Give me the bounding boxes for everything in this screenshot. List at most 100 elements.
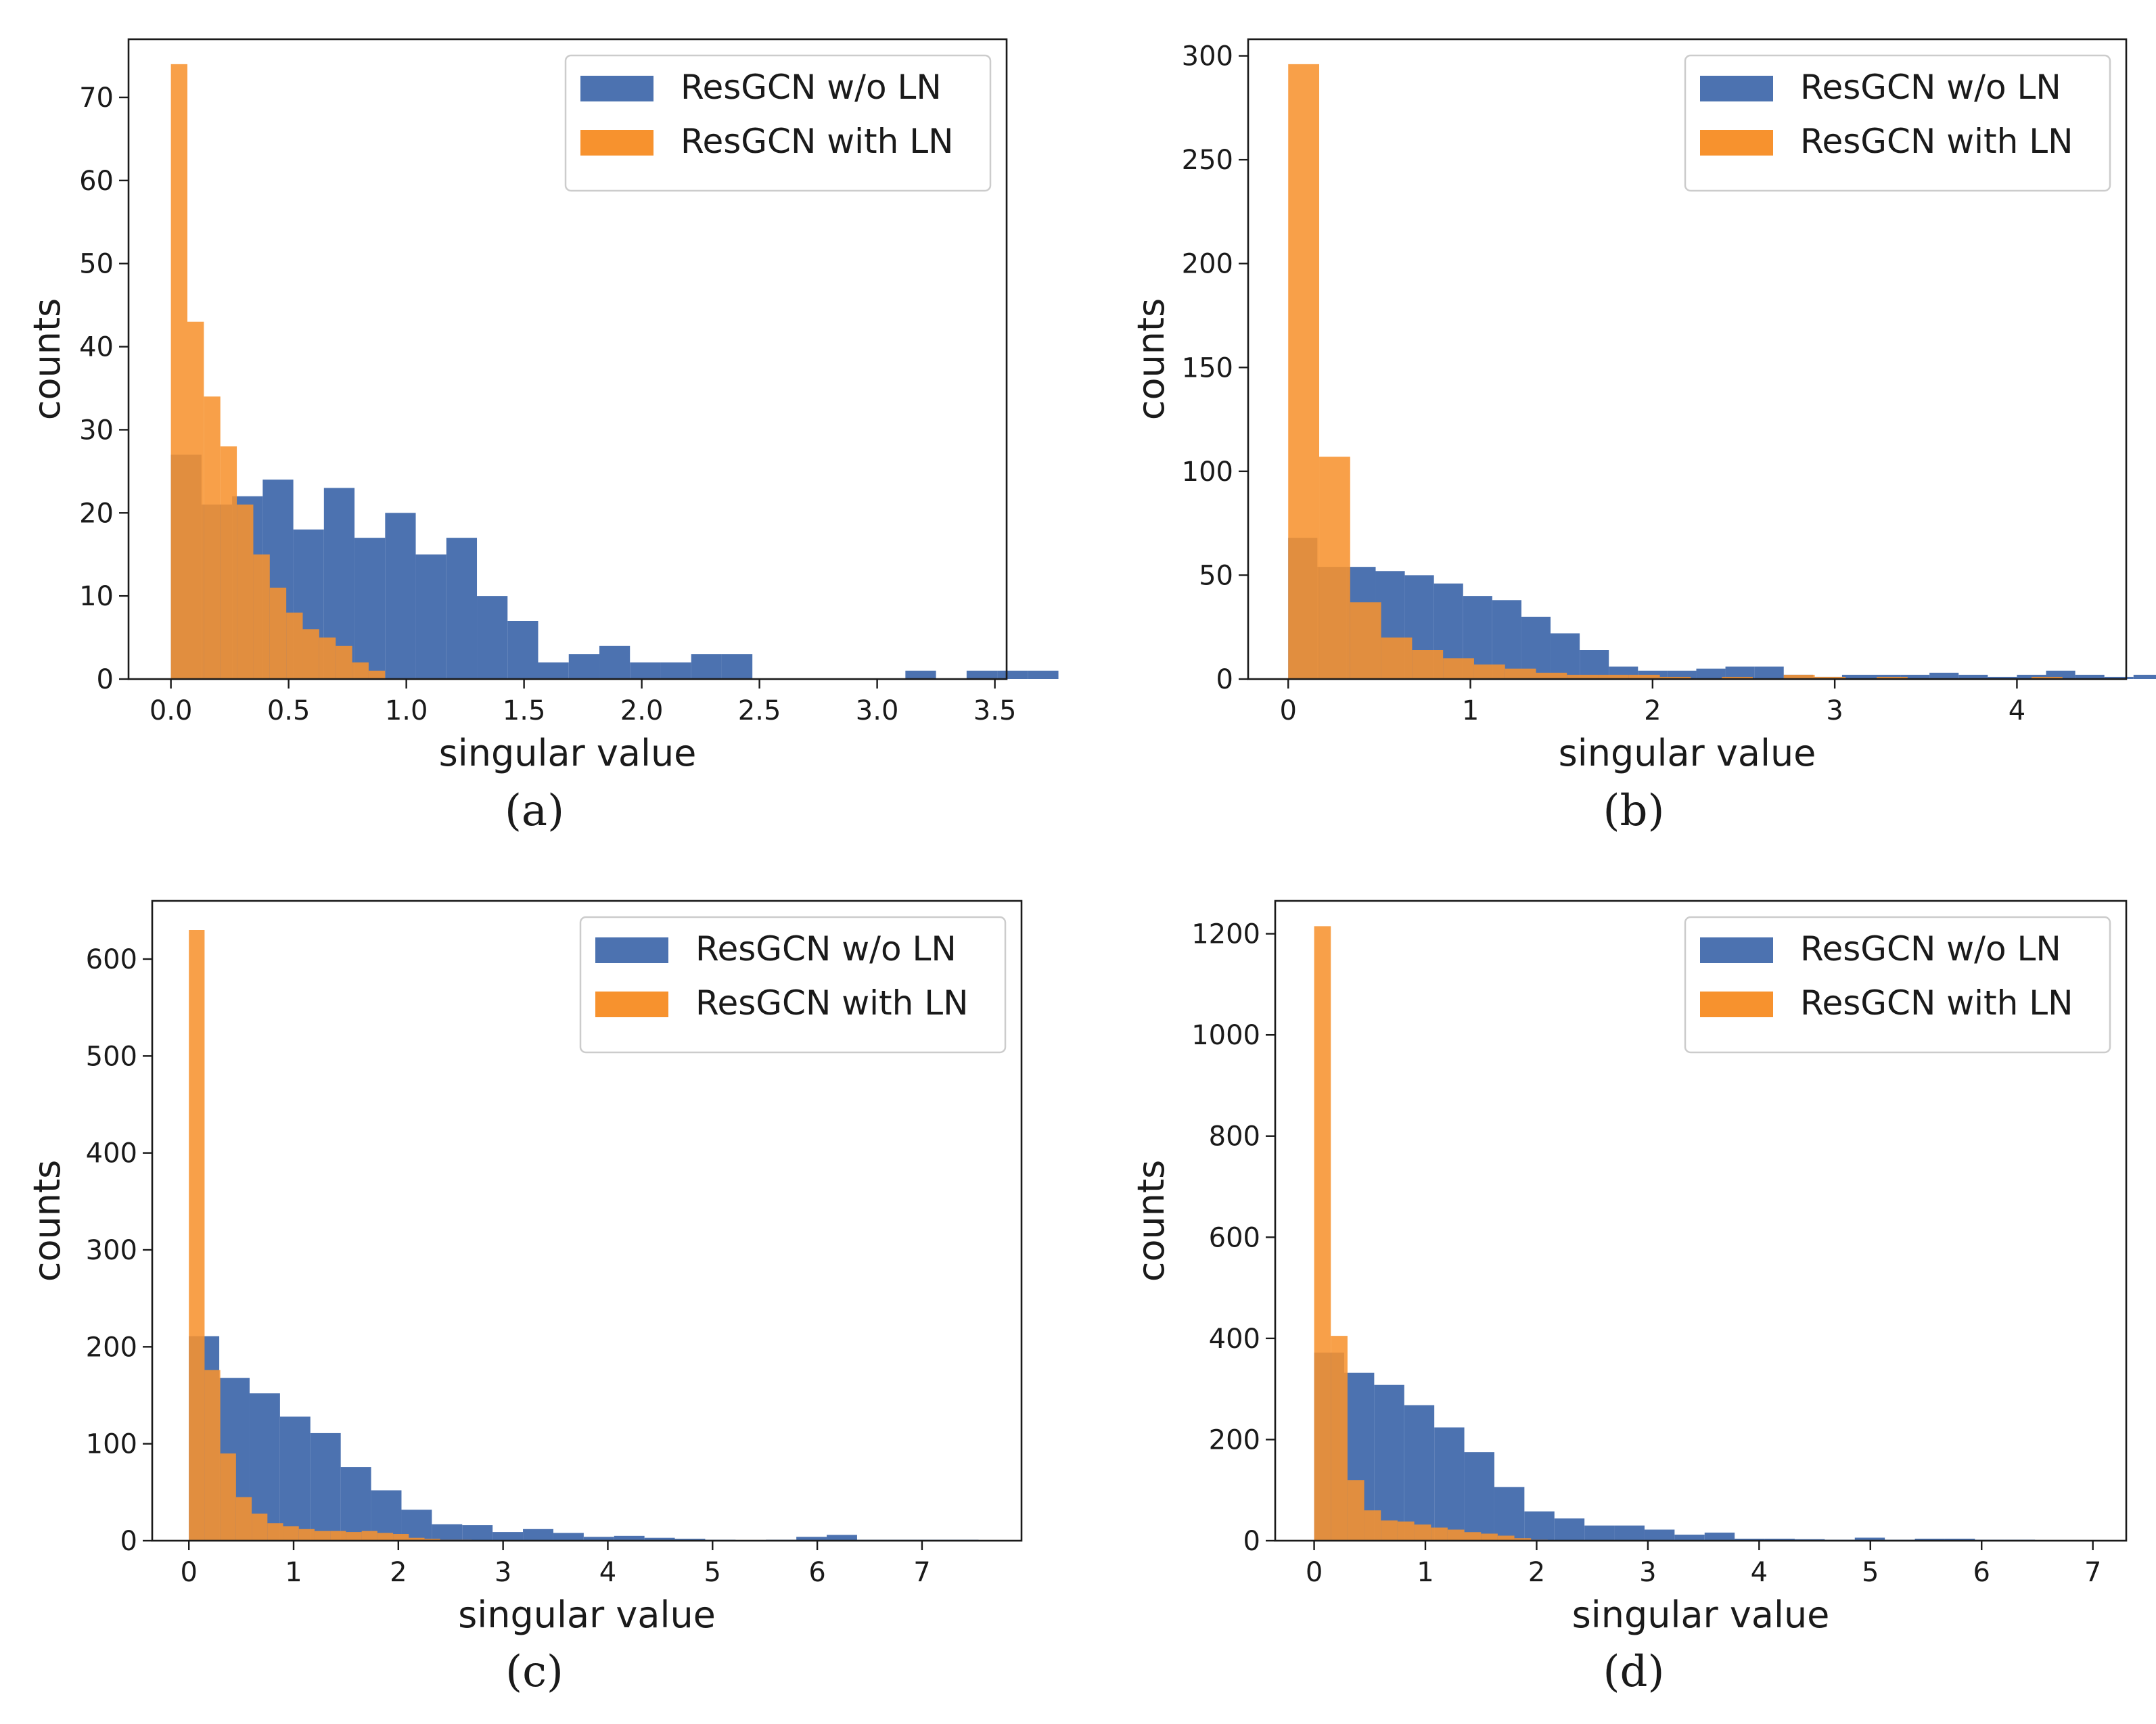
bar-wo-ln-6 xyxy=(354,538,386,679)
bar-wo-ln-9 xyxy=(1551,633,1580,679)
bar-with-ln-10 xyxy=(1481,1533,1498,1541)
y-tick-label: 300 xyxy=(1182,41,1233,72)
x-tick-label: 1.0 xyxy=(385,695,428,726)
bar-with-ln-9 xyxy=(1567,674,1599,679)
x-axis-label: singular value xyxy=(458,1593,716,1636)
bar-wo-ln-16 xyxy=(674,1539,706,1541)
legend-swatch xyxy=(1700,130,1773,156)
bar-with-ln-11 xyxy=(361,1531,377,1541)
legend-swatch xyxy=(1700,992,1773,1017)
y-tick-label: 250 xyxy=(1182,145,1233,176)
bar-wo-ln-26 xyxy=(2046,670,2075,679)
bar-wo-ln-18 xyxy=(721,654,753,679)
axes-frame xyxy=(1274,900,2128,1542)
bar-with-ln-4 xyxy=(252,1513,268,1541)
bar-with-ln-12 xyxy=(1514,1538,1532,1541)
bar-with-ln-1 xyxy=(187,321,204,680)
bar-wo-ln-14 xyxy=(1696,668,1726,679)
bar-with-ln-14 xyxy=(1722,676,1753,679)
bar-with-ln-12 xyxy=(1659,676,1691,679)
bar-wo-ln-20 xyxy=(1914,1539,1945,1541)
bar-wo-ln-17 xyxy=(691,654,722,679)
legend-box xyxy=(564,54,992,192)
x-tick-label: 0.0 xyxy=(150,695,193,726)
bar-wo-ln-7 xyxy=(1524,1511,1555,1541)
y-tick-label: 500 xyxy=(86,1041,137,1072)
bar-with-ln-24 xyxy=(2031,676,2063,679)
x-tick-label: 0 xyxy=(1306,1557,1323,1588)
x-tick-label: 3 xyxy=(1826,695,1843,726)
bar-wo-ln-10 xyxy=(477,596,508,679)
y-tick-label: 400 xyxy=(1209,1324,1260,1355)
bar-wo-ln-3 xyxy=(1404,1405,1435,1541)
bar-wo-ln-12 xyxy=(553,1533,584,1541)
x-tick-label: 5 xyxy=(704,1557,721,1588)
y-tick-label: 300 xyxy=(86,1235,137,1266)
y-axis-label: counts xyxy=(1130,1160,1172,1282)
bar-with-ln-2 xyxy=(204,396,221,679)
subplot-0: 0.0 0.5 1.0 1.5 2.0 2.5 3.0 3.5 0 10 20 30 40 50 60 70 s… xyxy=(26,38,1059,836)
subplot-caption: (c) xyxy=(505,1647,564,1697)
legend-entry: ResGCN w/o LN xyxy=(695,929,957,969)
legend-swatch xyxy=(1700,937,1773,963)
y-tick-label: 20 xyxy=(79,498,114,529)
bar-with-ln-9 xyxy=(319,637,336,679)
x-tick-label: 0 xyxy=(1280,695,1297,726)
x-axis-label: singular value xyxy=(1559,732,1816,774)
x-tick-label: 0.5 xyxy=(267,695,311,726)
bar-with-ln-3 xyxy=(220,446,237,679)
bar-with-ln-11 xyxy=(352,662,369,679)
y-tick-label: 50 xyxy=(1199,560,1233,591)
bar-with-ln-14 xyxy=(409,1537,425,1541)
bar-with-ln-1 xyxy=(204,1370,221,1541)
legend-swatch xyxy=(580,130,653,156)
bar-wo-ln-25 xyxy=(2017,674,2046,679)
bar-wo-ln-5 xyxy=(1464,1452,1494,1541)
bar-with-ln-7 xyxy=(1505,668,1536,679)
bar-with-ln-6 xyxy=(283,1526,299,1541)
x-axis-label: singular value xyxy=(1572,1593,1830,1636)
bar-wo-ln-10 xyxy=(1580,650,1609,679)
bar-with-ln-12 xyxy=(377,1533,394,1541)
x-tick-label: 7 xyxy=(2084,1557,2101,1588)
bar-wo-ln-14 xyxy=(599,645,630,679)
bar-with-ln-5 xyxy=(1397,1521,1415,1541)
y-axis-label: counts xyxy=(1130,298,1172,420)
bar-with-ln-10 xyxy=(346,1532,362,1541)
bar-wo-ln-24 xyxy=(905,670,936,679)
axes-frame xyxy=(151,900,1023,1542)
bar-with-ln-13 xyxy=(393,1533,409,1541)
bar-wo-ln-13 xyxy=(568,654,599,679)
bar-wo-ln-13 xyxy=(1704,1533,1735,1541)
bar-with-ln-7 xyxy=(298,1529,315,1541)
y-tick-label: 0 xyxy=(1243,1526,1260,1557)
bar-wo-ln-15 xyxy=(644,1537,675,1541)
bar-with-ln-8 xyxy=(314,1531,331,1541)
bar-with-ln-16 xyxy=(1783,674,1815,679)
legend-box xyxy=(1684,54,2111,192)
bar-wo-ln-3 xyxy=(279,1416,311,1541)
x-tick-label: 3.5 xyxy=(973,695,1017,726)
x-tick-label: 1 xyxy=(1417,1557,1433,1588)
legend-entry: ResGCN with LN xyxy=(681,122,954,161)
bar-with-ln-6 xyxy=(1473,664,1505,679)
bar-wo-ln-28 xyxy=(2104,676,2134,679)
bar-wo-ln-4 xyxy=(1434,1427,1465,1541)
bar-wo-ln-22 xyxy=(1929,672,1959,679)
bar-with-ln-1 xyxy=(1319,457,1350,679)
bar-with-ln-9 xyxy=(330,1531,346,1541)
bar-with-ln-3 xyxy=(1381,637,1413,679)
x-tick-label: 1 xyxy=(285,1557,302,1588)
bar-with-ln-6 xyxy=(1414,1524,1431,1541)
bar-with-ln-2 xyxy=(220,1453,236,1541)
x-tick-label: 2.0 xyxy=(620,695,664,726)
bar-with-ln-0 xyxy=(189,930,205,1541)
y-tick-label: 400 xyxy=(86,1138,137,1169)
axes-frame xyxy=(1247,38,2128,680)
y-axis-label: counts xyxy=(26,1160,68,1282)
bar-with-ln-5 xyxy=(267,1523,283,1541)
bar-with-ln-11 xyxy=(1628,674,1660,679)
y-tick-label: 50 xyxy=(79,249,114,280)
bar-wo-ln-11 xyxy=(1644,1529,1675,1541)
bar-wo-ln-16 xyxy=(660,662,691,679)
